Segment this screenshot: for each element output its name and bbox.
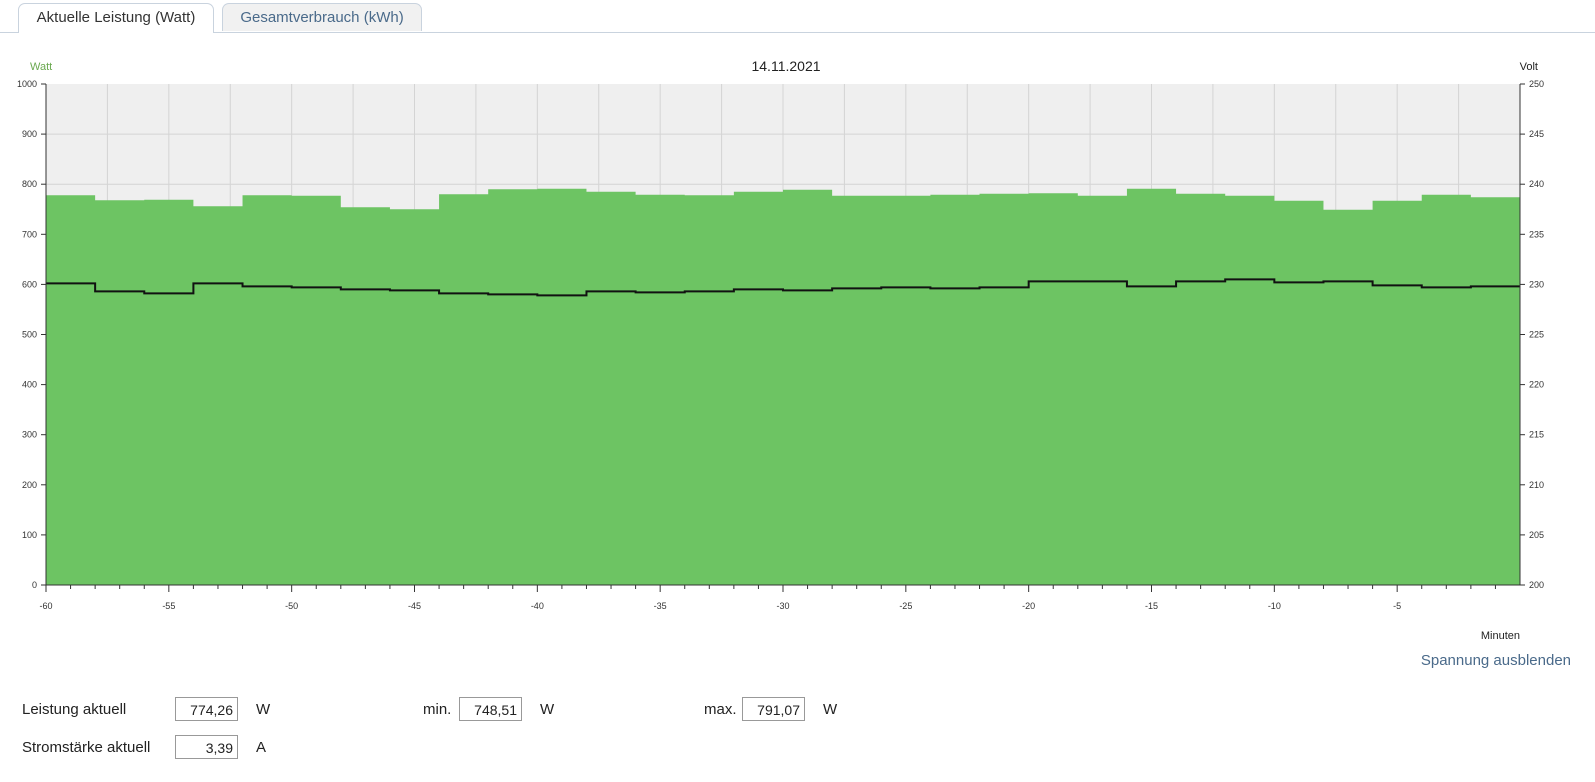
y-tick-label-right: 245 <box>1529 129 1544 139</box>
tab-aktuelle-leistung[interactable]: Aktuelle Leistung (Watt) <box>18 3 214 33</box>
min-label: min. <box>423 701 452 718</box>
y-axis-label-left: Watt <box>30 61 52 73</box>
x-tick-label: -20 <box>1022 601 1035 611</box>
chart-title: 14.11.2021 <box>751 58 820 74</box>
y-tick-label-right: 250 <box>1529 79 1544 89</box>
leistung-aktuell-label: Leistung aktuell <box>22 701 127 718</box>
y-tick-label-right: 235 <box>1529 229 1544 239</box>
y-tick-label-right: 210 <box>1529 480 1544 490</box>
y-tick-label-right: 205 <box>1529 530 1544 540</box>
y-tick-label-right: 220 <box>1529 380 1544 390</box>
y-tick-label-left: 300 <box>22 430 37 440</box>
y-tick-label-right: 215 <box>1529 430 1544 440</box>
x-tick-label: -40 <box>531 601 544 611</box>
y-tick-label-left: 1000 <box>17 79 37 89</box>
x-tick-label: -50 <box>285 601 298 611</box>
y-tick-label-right: 200 <box>1529 580 1544 590</box>
max-unit: W <box>823 701 838 718</box>
tab-bar: Aktuelle Leistung (Watt) Gesamtverbrauch… <box>0 0 1595 33</box>
stromstaerke-aktuell-value: 3,39 <box>175 735 238 759</box>
min-value: 748,51 <box>459 697 522 721</box>
y-tick-label-left: 800 <box>22 179 37 189</box>
y-tick-label-left: 500 <box>22 330 37 340</box>
x-tick-label: -30 <box>776 601 789 611</box>
y-tick-label-right: 230 <box>1529 279 1544 289</box>
leistung-aktuell-unit: W <box>256 701 271 718</box>
y-tick-label-left: 900 <box>22 129 37 139</box>
x-tick-label: -25 <box>899 601 912 611</box>
y-tick-label-left: 700 <box>22 229 37 239</box>
y-tick-label-left: 200 <box>22 480 37 490</box>
series-volt-line <box>46 278 1520 297</box>
x-axis-label: Minuten <box>1481 630 1520 642</box>
max-value: 791,07 <box>742 697 805 721</box>
x-tick-label: -5 <box>1393 601 1401 611</box>
tab-gesamtverbrauch[interactable]: Gesamtverbrauch (kWh) <box>222 3 422 31</box>
y-tick-label-right: 240 <box>1529 179 1544 189</box>
power-voltage-chart: 0 100 200 300 400 500 600 700 800 900 1000 200 205 21… <box>17 58 1544 642</box>
stromstaerke-aktuell-unit: A <box>256 739 267 756</box>
y-tick-label-left: 600 <box>22 279 37 289</box>
y-axis-label-right: Volt <box>1520 61 1538 73</box>
x-tick-label: -15 <box>1145 601 1158 611</box>
leistung-aktuell-value: 774,26 <box>175 697 238 721</box>
stromstaerke-aktuell-label: Stromstärke aktuell <box>22 739 151 756</box>
max-label: max. <box>704 701 737 718</box>
x-tick-label: -55 <box>162 601 175 611</box>
x-tick-label: -60 <box>39 601 52 611</box>
x-tick-label: -45 <box>408 601 421 611</box>
series-watt-area <box>46 188 1520 586</box>
y-tick-label-left: 100 <box>22 530 37 540</box>
y-tick-label-left: 400 <box>22 380 37 390</box>
y-tick-label-right: 225 <box>1529 330 1544 340</box>
x-tick-label: -10 <box>1268 601 1281 611</box>
y-tick-label-left: 0 <box>32 580 37 590</box>
min-unit: W <box>540 701 555 718</box>
toggle-voltage-link[interactable]: Spannung ausblenden <box>1420 652 1571 669</box>
x-tick-label: -35 <box>654 601 667 611</box>
